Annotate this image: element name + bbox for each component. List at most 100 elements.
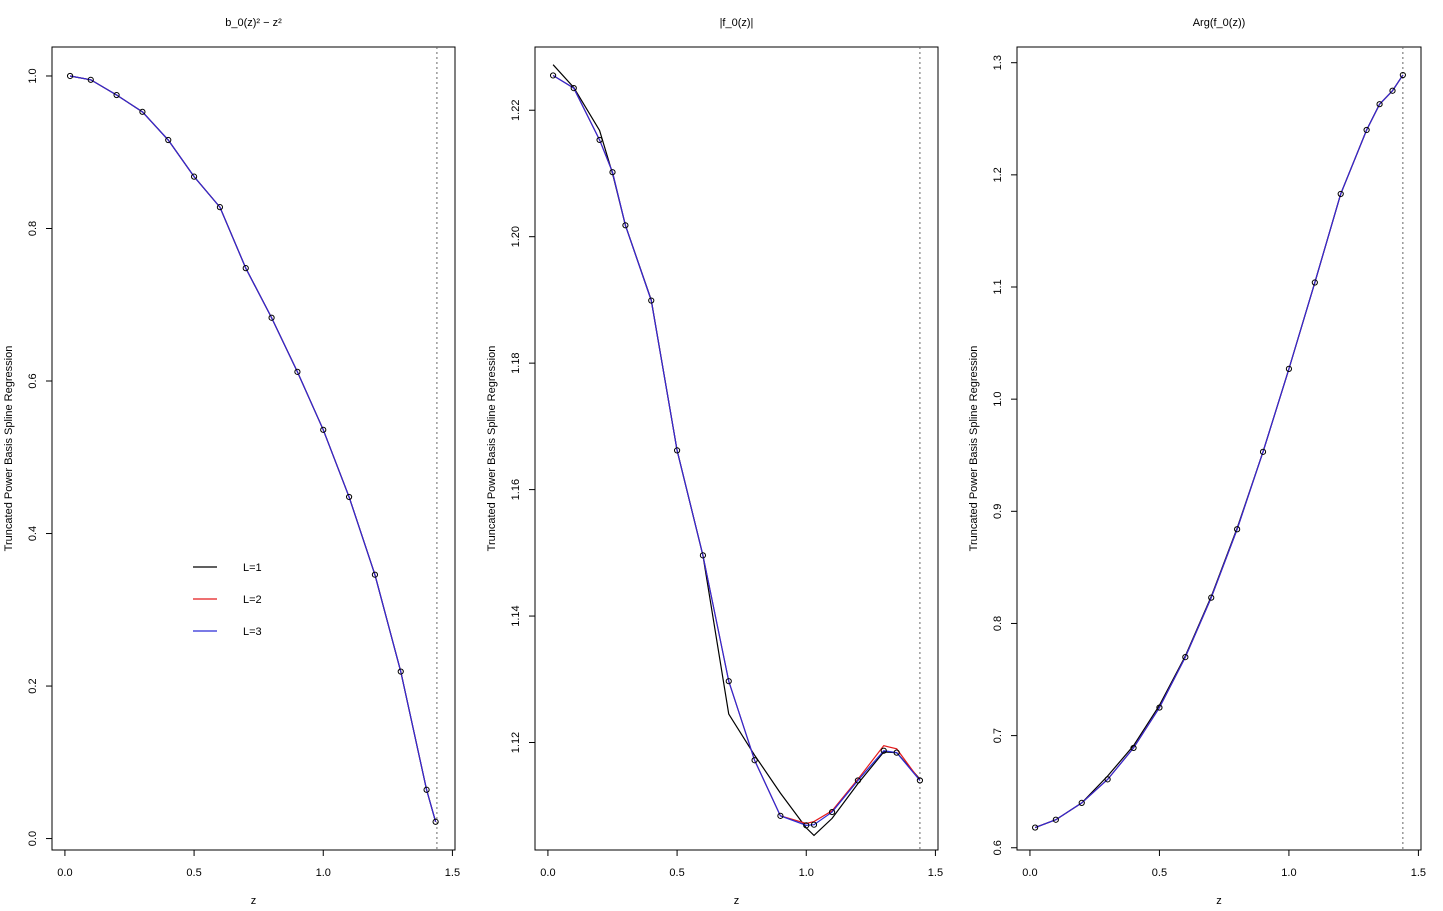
- series-line: [552, 74, 921, 825]
- y-tick-label: 0.9: [992, 504, 1004, 519]
- data-point: [165, 136, 172, 144]
- data-point: [880, 747, 887, 754]
- series-line: [1034, 74, 1404, 829]
- y-tick-label: 0.4: [27, 526, 39, 541]
- data-point: [397, 668, 404, 675]
- data-point: [113, 91, 120, 99]
- data-point: [725, 678, 732, 685]
- data-point: [242, 265, 249, 272]
- data-point: [1363, 126, 1370, 134]
- data-point: [1376, 101, 1383, 108]
- series-line: [1034, 74, 1404, 829]
- x-tick-label: 0.0: [57, 867, 72, 879]
- data-point: [916, 777, 924, 784]
- y-tick-label: 1.1: [992, 279, 1004, 294]
- x-tick-label: 0.5: [186, 867, 201, 879]
- legend-label: L=2: [243, 594, 262, 606]
- data-point: [423, 786, 430, 793]
- data-point: [1182, 654, 1189, 661]
- data-point: [1337, 190, 1344, 198]
- x-tick-label: 1.5: [928, 867, 943, 879]
- data-point: [622, 222, 629, 229]
- y-tick-label: 1.0: [992, 392, 1004, 407]
- data-point: [371, 571, 379, 578]
- data-point: [596, 136, 603, 144]
- x-tick-label: 1.5: [445, 867, 460, 879]
- data-point: [673, 447, 681, 454]
- y-tick-label: 0.2: [27, 678, 39, 693]
- x-tick-label: 0.0: [1022, 867, 1037, 879]
- data-point: [751, 757, 758, 764]
- data-point: [549, 72, 557, 79]
- data-point: [216, 204, 224, 211]
- y-axis-label: Truncated Power Basis Spline Regression: [968, 346, 980, 552]
- data-point: [1078, 799, 1085, 806]
- data-point: [777, 812, 784, 819]
- plot-box: [51, 46, 456, 851]
- chart-title: Arg(f_0(z)): [1193, 17, 1246, 29]
- y-tick-label: 1.2: [992, 167, 1004, 182]
- data-point: [1156, 704, 1163, 711]
- data-point: [810, 821, 818, 828]
- series-line: [69, 75, 437, 822]
- data-point: [320, 426, 327, 433]
- y-tick-label: 1.14: [510, 605, 522, 626]
- x-tick-label: 0.5: [1152, 867, 1167, 879]
- data-point: [294, 368, 301, 375]
- data-point: [268, 314, 275, 321]
- data-point: [1104, 776, 1111, 783]
- y-tick-label: 1.3: [992, 55, 1004, 70]
- x-tick-label: 1.0: [316, 867, 331, 879]
- x-axis-label: z: [251, 895, 257, 907]
- data-point: [345, 493, 353, 501]
- data-point: [1285, 365, 1293, 372]
- y-tick-label: 0.6: [992, 840, 1004, 855]
- data-point: [648, 297, 655, 304]
- x-axis-label: z: [734, 895, 740, 907]
- series-line: [1034, 74, 1404, 829]
- data-point: [803, 822, 810, 829]
- series-line: [552, 74, 921, 826]
- y-axis-label: Truncated Power Basis Spline Regression: [486, 346, 498, 552]
- data-point: [139, 108, 146, 115]
- chart-title: |f_0(z)|: [720, 17, 754, 29]
- y-tick-label: 1.16: [510, 479, 522, 500]
- data-point: [190, 173, 198, 180]
- y-tick-label: 0.7: [992, 728, 1004, 743]
- data-point: [893, 749, 900, 756]
- x-tick-label: 0.5: [669, 867, 684, 879]
- y-tick-label: 1.22: [510, 100, 522, 121]
- y-tick-label: 1.0: [27, 68, 39, 83]
- series-line: [552, 64, 921, 837]
- x-tick-label: 1.5: [1411, 867, 1426, 879]
- data-point: [609, 169, 616, 176]
- data-point: [1399, 71, 1406, 79]
- series-line: [69, 75, 437, 822]
- x-axis-label: z: [1216, 895, 1222, 907]
- y-tick-label: 0.6: [27, 373, 39, 388]
- data-point: [1389, 87, 1396, 94]
- data-point: [87, 76, 94, 83]
- series-line: [69, 75, 437, 822]
- y-tick-label: 1.20: [510, 226, 522, 247]
- data-point: [432, 818, 439, 825]
- y-axis-label: Truncated Power Basis Spline Regression: [3, 346, 15, 552]
- plot-box: [1016, 46, 1422, 851]
- y-tick-label: 0.8: [992, 616, 1004, 631]
- legend-label: L=3: [243, 626, 262, 638]
- data-point: [699, 552, 707, 559]
- data-point: [570, 84, 577, 92]
- data-point: [66, 72, 74, 80]
- x-tick-label: 0.0: [540, 867, 555, 879]
- y-tick-label: 1.12: [510, 732, 522, 753]
- x-tick-label: 1.0: [1281, 867, 1296, 879]
- x-tick-label: 1.0: [799, 867, 814, 879]
- data-point: [854, 777, 862, 784]
- data-point: [1311, 279, 1318, 286]
- data-point: [1234, 526, 1241, 533]
- y-tick-label: 0.0: [27, 831, 39, 846]
- legend-label: L=1: [243, 562, 262, 574]
- plot-box: [534, 46, 939, 851]
- data-point: [1052, 816, 1059, 823]
